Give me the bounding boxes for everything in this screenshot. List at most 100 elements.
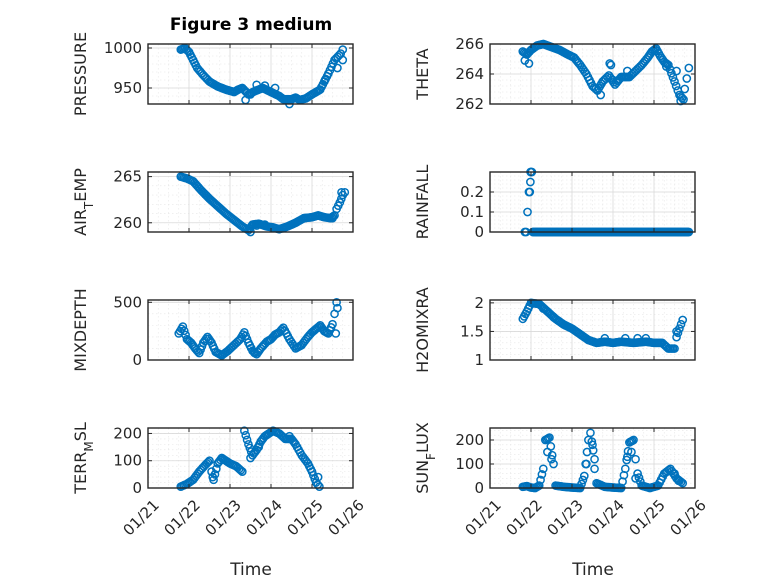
axes-frame	[147, 171, 354, 233]
data-point	[240, 426, 249, 436]
y-axis-label-sun_flux: SUNFLUX	[413, 422, 438, 494]
y-tick-label: 262	[455, 95, 484, 113]
y-tick-label: 0.1	[460, 203, 484, 221]
y-tick-label: 0.2	[460, 183, 484, 201]
data-point	[285, 431, 294, 441]
data-point	[678, 315, 688, 325]
data-point	[537, 470, 547, 479]
y-tick-label: 0	[474, 223, 484, 241]
data-point	[313, 472, 323, 482]
data-point	[672, 327, 681, 336]
data-point	[260, 220, 270, 229]
data-point	[543, 447, 552, 457]
data-point	[623, 446, 633, 456]
data-point	[538, 304, 548, 313]
data-point	[252, 221, 261, 230]
y-tick-label: 0	[132, 351, 142, 369]
data-point	[586, 428, 595, 438]
subplot-rainfall: 0 0.1 0.2 RAINFALL	[413, 165, 696, 241]
data-point	[676, 319, 686, 329]
data-point	[205, 456, 214, 466]
data-point	[661, 62, 671, 71]
y-tick-label: 265	[113, 168, 142, 186]
data-point	[179, 326, 189, 336]
data-point	[524, 59, 534, 68]
y-tick-label: 500	[113, 293, 142, 311]
subplot-pressure: 950 1000 PRESSURE	[71, 32, 354, 116]
data-point	[620, 333, 630, 343]
x-axis-label-left: Time	[229, 560, 272, 580]
data-point	[664, 60, 673, 70]
figure-title: Figure 3 medium	[170, 15, 332, 35]
y-tick-label: 1.5	[460, 322, 484, 340]
data-point	[211, 464, 221, 474]
axes-frame	[147, 43, 354, 105]
data-point	[525, 187, 535, 197]
data-point	[328, 213, 337, 223]
y-tick-label: 1	[474, 351, 484, 369]
y-tick-label: 100	[113, 452, 142, 470]
data-point	[333, 303, 342, 313]
axes-frame	[489, 299, 696, 361]
data-point	[246, 90, 255, 99]
data-point	[579, 471, 589, 481]
data-point	[684, 63, 694, 73]
data-point	[673, 328, 683, 338]
data-point	[340, 187, 350, 197]
data-point	[538, 464, 548, 474]
data-point	[526, 177, 535, 187]
data-point	[320, 75, 330, 85]
data-point	[670, 77, 679, 86]
data-point	[627, 447, 636, 457]
data-point	[547, 454, 556, 464]
data-point	[590, 454, 599, 464]
y-axis-label-rainfall: RAINFALL	[413, 165, 432, 240]
data-point	[588, 446, 598, 455]
data-point	[641, 333, 651, 343]
data-point	[181, 44, 191, 54]
data-point	[605, 59, 615, 68]
y-tick-label: 264	[455, 65, 484, 83]
data-point	[252, 80, 261, 90]
data-point	[246, 453, 255, 463]
data-point	[634, 473, 644, 482]
data-point	[582, 459, 591, 469]
data-point	[629, 435, 638, 445]
data-point	[588, 440, 597, 450]
data-point	[668, 73, 678, 82]
y-axis-label-air_temp: AIRTEMP	[71, 168, 96, 236]
axes-frame	[489, 427, 696, 489]
data-point	[596, 90, 606, 100]
data-point	[250, 348, 259, 358]
data-point	[315, 482, 324, 491]
subplot-mixdepth: 0 500 MIXDEPTH	[71, 288, 354, 372]
y-tick-label: 1000	[104, 39, 142, 57]
data-point	[328, 319, 337, 329]
y-axis-label-theta: THETA	[413, 48, 432, 100]
y-tick-label: 100	[455, 455, 484, 473]
y-tick-label: 200	[455, 431, 484, 449]
data-point	[682, 74, 692, 83]
data-point	[631, 454, 640, 464]
y-axis-label-h2omixra: H2OMIXRA	[413, 287, 432, 373]
data-point	[242, 435, 252, 445]
y-axis-label-pressure: PRESSURE	[71, 32, 90, 116]
data-point	[670, 344, 679, 353]
data-point	[260, 81, 270, 90]
data-point	[178, 322, 188, 331]
subplot-air_temp: 260 265 AIRTEMP	[71, 168, 354, 237]
data-point	[590, 464, 599, 474]
data-point	[523, 207, 532, 217]
data-point	[623, 66, 632, 76]
data-point	[606, 60, 616, 70]
data-point	[333, 63, 342, 73]
data-point	[674, 476, 683, 486]
data-point	[254, 442, 264, 452]
y-axis-label-terr_msl: TERRMSL	[71, 422, 96, 495]
subplot-h2omixra: 1 1.5 2 H2OMIXRA	[413, 287, 696, 373]
data-point	[667, 68, 676, 78]
data-point	[237, 467, 247, 476]
y-tick-label: 950	[113, 79, 142, 97]
data-point	[633, 469, 642, 478]
